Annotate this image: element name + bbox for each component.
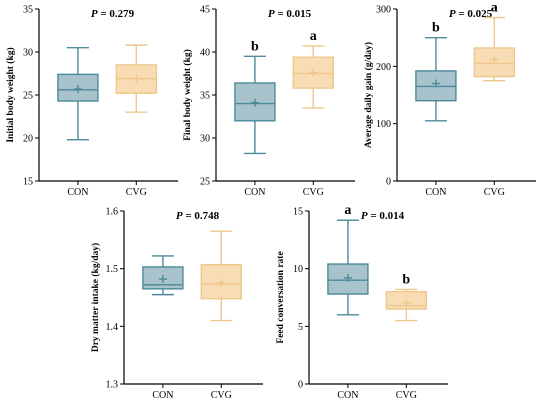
significance-letter: a bbox=[310, 29, 317, 44]
x-tick-label: CVG bbox=[126, 187, 147, 198]
y-axis-title: Feed conversation rate bbox=[276, 251, 286, 343]
panel-5: 0 5 10 15 CON CVG Feed conversation rate P = 0.… bbox=[276, 203, 448, 401]
x-tick-label: CON bbox=[337, 390, 358, 401]
y-axis-title: Dry matter intake (kg/day) bbox=[90, 243, 101, 352]
x-tick-label: CVG bbox=[303, 187, 324, 198]
y-axis-title: Initial body weight (kg) bbox=[5, 47, 16, 142]
y-tick-label: 300 bbox=[376, 5, 391, 16]
y-tick-label: 0 bbox=[298, 380, 303, 391]
y-tick-label: 200 bbox=[376, 62, 391, 73]
significance-letter: b bbox=[432, 21, 440, 36]
y-tick-label: 15 bbox=[23, 177, 33, 188]
box-con: b bbox=[415, 21, 457, 122]
box-con bbox=[142, 255, 184, 296]
box-con: b bbox=[234, 39, 276, 155]
y-tick-label: 100 bbox=[376, 119, 391, 130]
y-tick-label: 20 bbox=[23, 134, 33, 145]
box-cvg: a bbox=[473, 1, 515, 82]
significance-letter: a bbox=[344, 203, 351, 218]
p-value-annotation: P = 0.748 bbox=[176, 210, 220, 222]
x-tick-label: CON bbox=[67, 187, 88, 198]
x-tick-label: CVG bbox=[211, 390, 232, 401]
x-tick-label: CON bbox=[152, 390, 173, 401]
y-tick-label: 35 bbox=[200, 91, 210, 102]
box-con bbox=[57, 47, 99, 141]
y-tick-label: 0 bbox=[386, 177, 391, 188]
significance-letter: b bbox=[402, 272, 410, 287]
y-tick-label: 1.4 bbox=[106, 322, 119, 333]
panel-4: 1.3 1.4 1.5 1.6 CON CVG Dry matter intake (kg/… bbox=[90, 207, 263, 401]
x-tick-label: CON bbox=[244, 187, 265, 198]
significance-letter: a bbox=[491, 1, 498, 16]
significance-letter: b bbox=[251, 39, 259, 54]
y-axis-title: Average daily gain (g/day) bbox=[363, 42, 374, 148]
p-value-annotation: P = 0.279 bbox=[91, 8, 135, 20]
box-con: a bbox=[327, 203, 369, 316]
panel-1: 15 20 25 30 35 CON CVG Initial body weight (kg)… bbox=[5, 5, 178, 198]
y-tick-label: 25 bbox=[23, 91, 33, 102]
box-cvg: a bbox=[292, 29, 334, 109]
y-tick-label: 40 bbox=[200, 48, 210, 59]
y-tick-label: 10 bbox=[293, 264, 303, 275]
y-tick-label: 5 bbox=[298, 322, 303, 333]
x-tick-label: CON bbox=[425, 187, 446, 198]
y-tick-label: 1.3 bbox=[106, 380, 119, 391]
x-tick-label: CVG bbox=[396, 390, 417, 401]
p-value-annotation: P = 0.015 bbox=[268, 8, 312, 20]
y-tick-label: 15 bbox=[293, 207, 303, 218]
x-tick-label: CVG bbox=[484, 187, 505, 198]
panel-3: 0 100 200 300 CON CVG Average daily gain (g/da… bbox=[363, 1, 536, 198]
panel-2: 25 30 35 40 45 CON CVG Final body weight (kg) P … bbox=[182, 5, 355, 198]
box-cvg bbox=[115, 44, 158, 113]
y-tick-label: 35 bbox=[23, 5, 33, 16]
p-value-annotation: P = 0.014 bbox=[361, 210, 405, 222]
box-cvg bbox=[200, 230, 243, 322]
y-tick-label: 45 bbox=[200, 5, 210, 16]
y-tick-label: 25 bbox=[200, 177, 210, 188]
y-tick-label: 1.6 bbox=[106, 207, 119, 218]
y-axis-title: Final body weight (kg) bbox=[182, 49, 193, 141]
y-tick-label: 30 bbox=[23, 48, 33, 59]
box-cvg: b bbox=[385, 272, 427, 322]
y-tick-label: 30 bbox=[200, 134, 210, 145]
y-tick-label: 1.5 bbox=[106, 264, 119, 275]
